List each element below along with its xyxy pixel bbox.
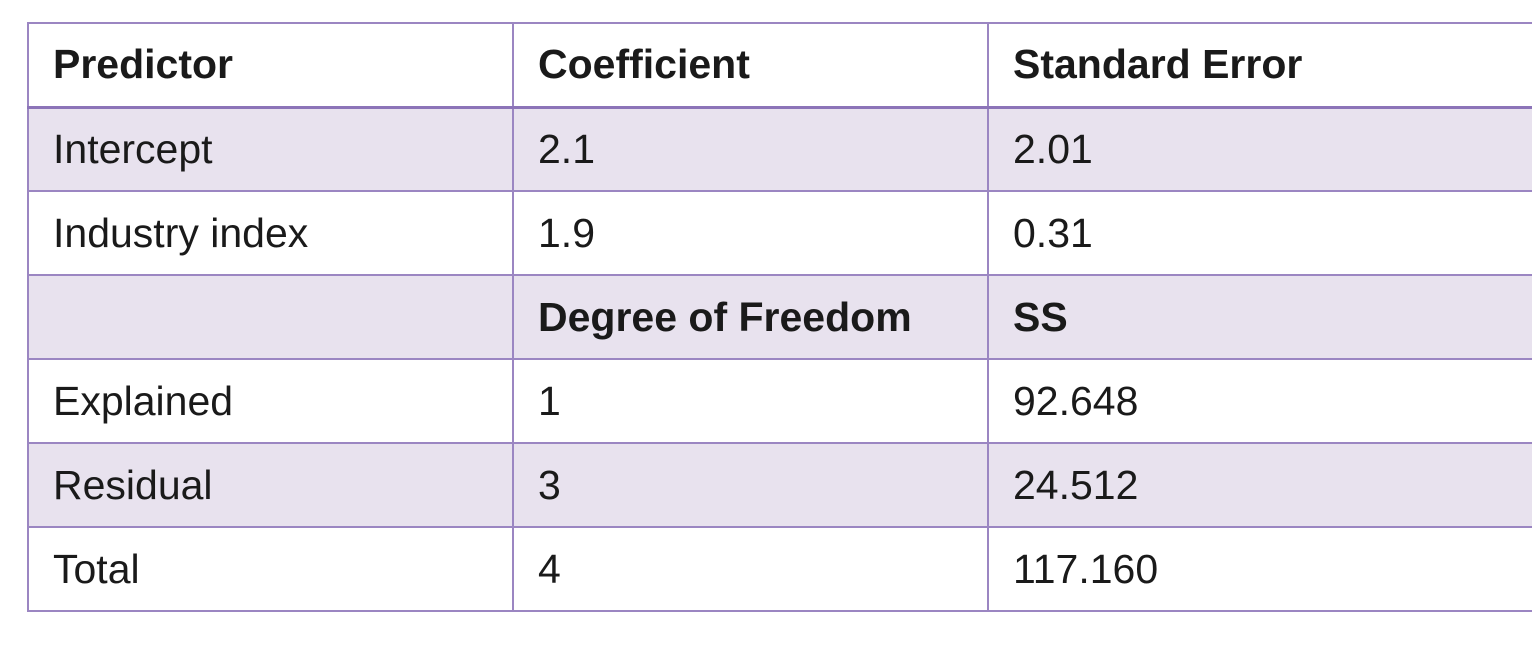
header-predictor: Predictor: [27, 22, 514, 109]
header-coefficient: Coefficient: [512, 22, 989, 109]
header-ss: SS: [987, 274, 1532, 360]
df-cell: 4: [512, 526, 989, 612]
standard-error-cell: 2.01: [987, 106, 1532, 192]
header-standard-error: Standard Error: [987, 22, 1532, 109]
ss-cell: 24.512: [987, 442, 1532, 528]
predictor-cell: Industry index: [27, 190, 514, 276]
source-cell: Explained: [27, 358, 514, 444]
table-row: Explained 1 92.648: [27, 358, 1532, 444]
predictor-cell: Intercept: [27, 106, 514, 192]
coefficient-cell: 1.9: [512, 190, 989, 276]
coefficient-cell: 2.1: [512, 106, 989, 192]
source-cell: Residual: [27, 442, 514, 528]
df-cell: 1: [512, 358, 989, 444]
coefficient-header-row: Predictor Coefficient Standard Error: [27, 22, 1532, 109]
ss-cell: 117.160: [987, 526, 1532, 612]
anova-header-row: Degree of Freedom SS: [27, 274, 1532, 360]
ss-cell: 92.648: [987, 358, 1532, 444]
header-source: [27, 274, 514, 360]
table-row: Residual 3 24.512: [27, 442, 1532, 528]
df-cell: 3: [512, 442, 989, 528]
table-row: Total 4 117.160: [27, 526, 1532, 612]
source-cell: Total: [27, 526, 514, 612]
header-degree-of-freedom: Degree of Freedom: [512, 274, 989, 360]
standard-error-cell: 0.31: [987, 190, 1532, 276]
table-row: Intercept 2.1 2.01: [27, 106, 1532, 192]
table-row: Industry index 1.9 0.31: [27, 190, 1532, 276]
regression-table: Predictor Coefficient Standard Error Int…: [27, 22, 1532, 612]
